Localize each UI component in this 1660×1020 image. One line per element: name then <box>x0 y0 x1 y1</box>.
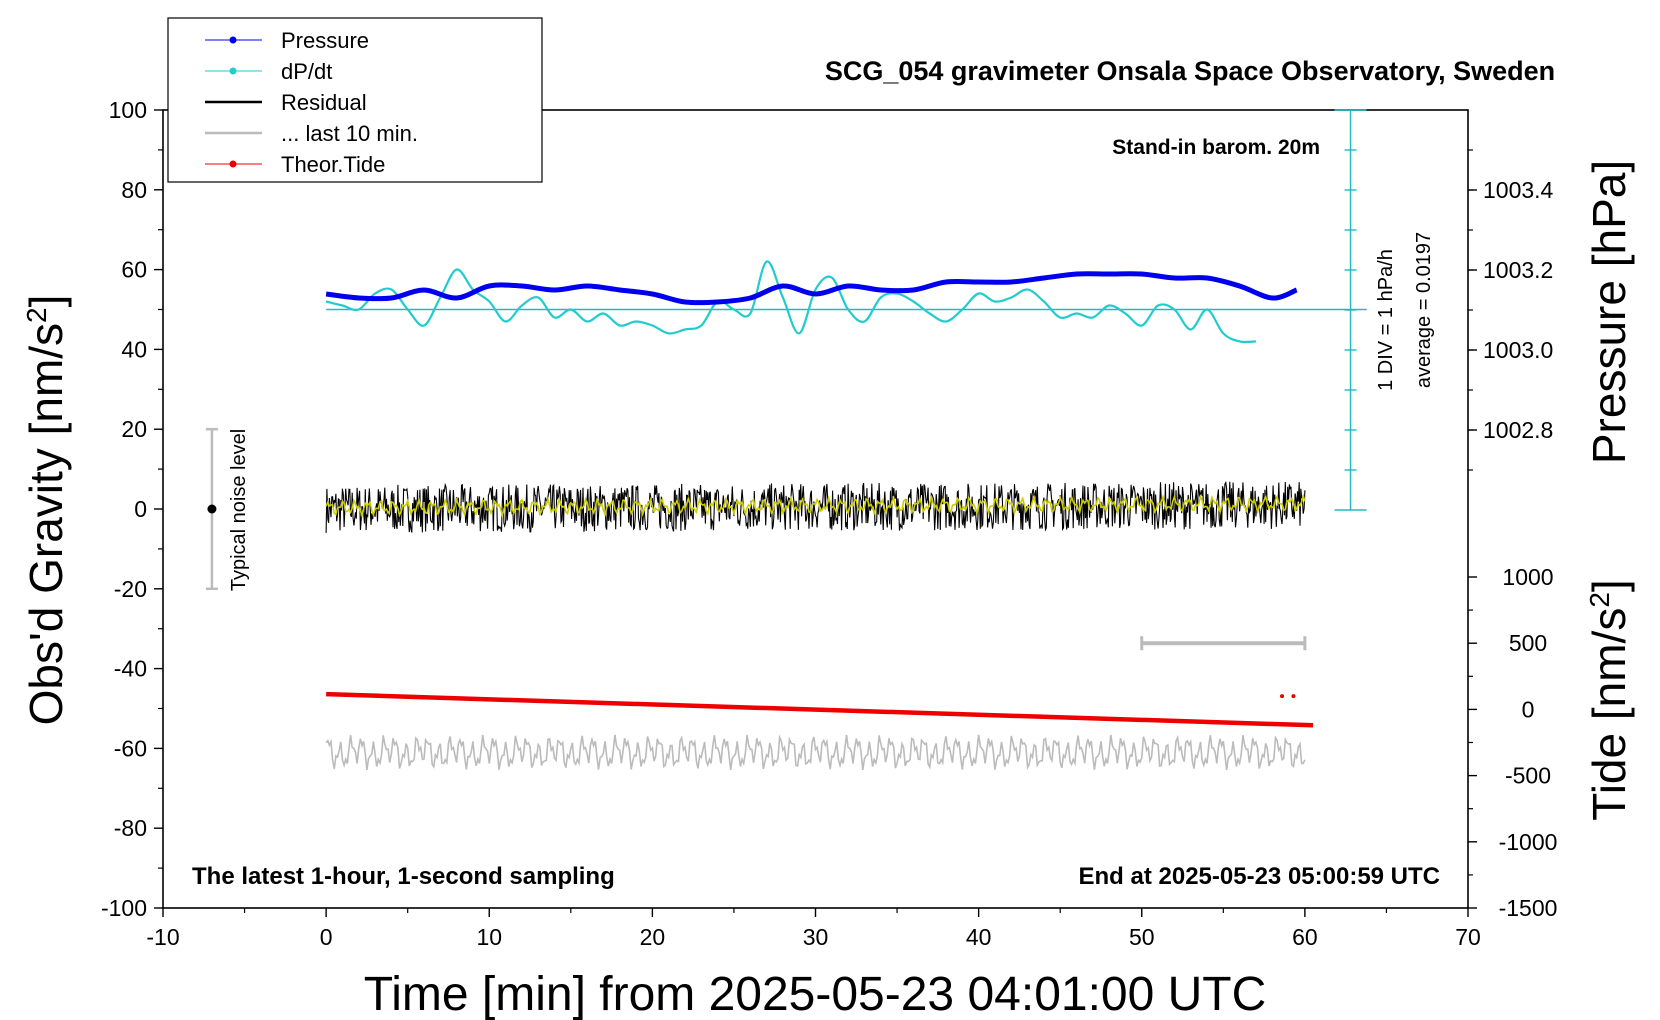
y-tick-label: -20 <box>114 576 147 602</box>
y-axis-label-pressure: Pressure [hPa] <box>1583 160 1635 464</box>
y-tick-label: -100 <box>101 895 147 921</box>
y-tick-label: -60 <box>114 735 147 761</box>
pressure-tick-label: 1003.4 <box>1483 177 1554 203</box>
pressure-series-line <box>325 271 1298 306</box>
legend-swatch-dot <box>229 160 237 168</box>
legend-label: ... last 10 min. <box>281 121 418 146</box>
y-tick-label: 40 <box>121 336 147 362</box>
residual-smoothed-line <box>325 493 1306 519</box>
x-tick-label: 70 <box>1455 924 1481 950</box>
dpdt-series-line <box>325 260 1256 344</box>
legend-label: Theor.Tide <box>281 152 385 177</box>
y-tick-label: 20 <box>121 416 147 442</box>
tide-marker <box>1291 694 1296 699</box>
y-axis-label-left: Obs'd Gravity [nm/s2] <box>20 295 72 726</box>
y-tick-label: 100 <box>109 97 147 123</box>
x-tick-label: 30 <box>803 924 829 950</box>
residual-series-line <box>325 480 1306 533</box>
chart-title: SCG_054 gravimeter Onsala Space Observat… <box>825 56 1555 86</box>
average-label: average = 0.0197 <box>1413 232 1435 388</box>
x-tick-label: -10 <box>146 924 179 950</box>
last10-series-line <box>325 734 1306 771</box>
tide-tick-label: 500 <box>1509 630 1547 656</box>
legend-label: Residual <box>281 90 367 115</box>
y-tick-label: -80 <box>114 815 147 841</box>
y-label-left-tail: ] <box>20 295 72 308</box>
x-tick-label: 10 <box>476 924 502 950</box>
x-tick-label: 20 <box>640 924 666 950</box>
tide-tick-label: -1000 <box>1499 829 1558 855</box>
y-axis-label-tide: Tide [nm/s2] <box>1583 579 1635 820</box>
x-axis-label: Time [min] from 2025-05-23 04:01:00 UTC <box>364 968 1267 1020</box>
y-tick-label: 60 <box>121 257 147 283</box>
legend-swatch-dot <box>229 67 237 75</box>
x-tick-label: 60 <box>1292 924 1318 950</box>
y-label-tide-sup: 2 <box>1584 592 1615 608</box>
bottom-right-label: End at 2025-05-23 05:00:59 UTC <box>1079 863 1441 890</box>
y-label-tide-main: Tide [nm/s <box>1583 608 1635 821</box>
tide-tick-label: -1500 <box>1499 895 1558 921</box>
series-layer <box>205 109 1367 771</box>
y-tick-label: 80 <box>121 177 147 203</box>
y-label-tide-tail: ] <box>1583 579 1635 592</box>
pressure-tick-label: 1002.8 <box>1483 417 1553 443</box>
legend-swatch-dot <box>229 36 237 44</box>
tide-tick-label: 1000 <box>1502 564 1553 590</box>
tide-tick-label: -500 <box>1505 763 1551 789</box>
tide-tick-label: 0 <box>1522 696 1535 722</box>
annotation-layer: SCG_054 gravimeter Onsala Space Observat… <box>20 56 1635 1020</box>
x-tick-label: 0 <box>320 924 333 950</box>
tide-marker <box>1280 694 1285 699</box>
y-label-left-sup: 2 <box>21 307 52 323</box>
x-tick-label: 50 <box>1129 924 1155 950</box>
noise-label: Typical noise level <box>228 429 250 591</box>
legend-box <box>167 17 543 183</box>
legend-label: dP/dt <box>281 59 332 84</box>
y-tick-label: -40 <box>114 656 147 682</box>
legend: Pressure dP/dt Residual ... last 10 min. The… <box>167 17 543 183</box>
pressure-tick-label: 1003.2 <box>1483 257 1553 283</box>
div-label: 1 DIV = 1 hPa/h <box>1375 249 1397 391</box>
noise-dot <box>207 504 217 514</box>
pressure-tick-label: 1003.0 <box>1483 337 1553 363</box>
tide-series-line <box>326 691 1314 728</box>
y-tick-label: 0 <box>134 496 147 522</box>
barometer-label: Stand-in barom. 20m <box>1112 136 1320 159</box>
y-label-left-main: Obs'd Gravity [nm/s <box>20 323 72 725</box>
legend-label: Pressure <box>281 28 369 53</box>
bottom-left-label: The latest 1-hour, 1-second sampling <box>192 863 615 890</box>
x-tick-label: 40 <box>966 924 992 950</box>
axes: -10 0 10 20 30 40 50 60 70100806040200-20-40-60-… <box>101 97 1557 950</box>
